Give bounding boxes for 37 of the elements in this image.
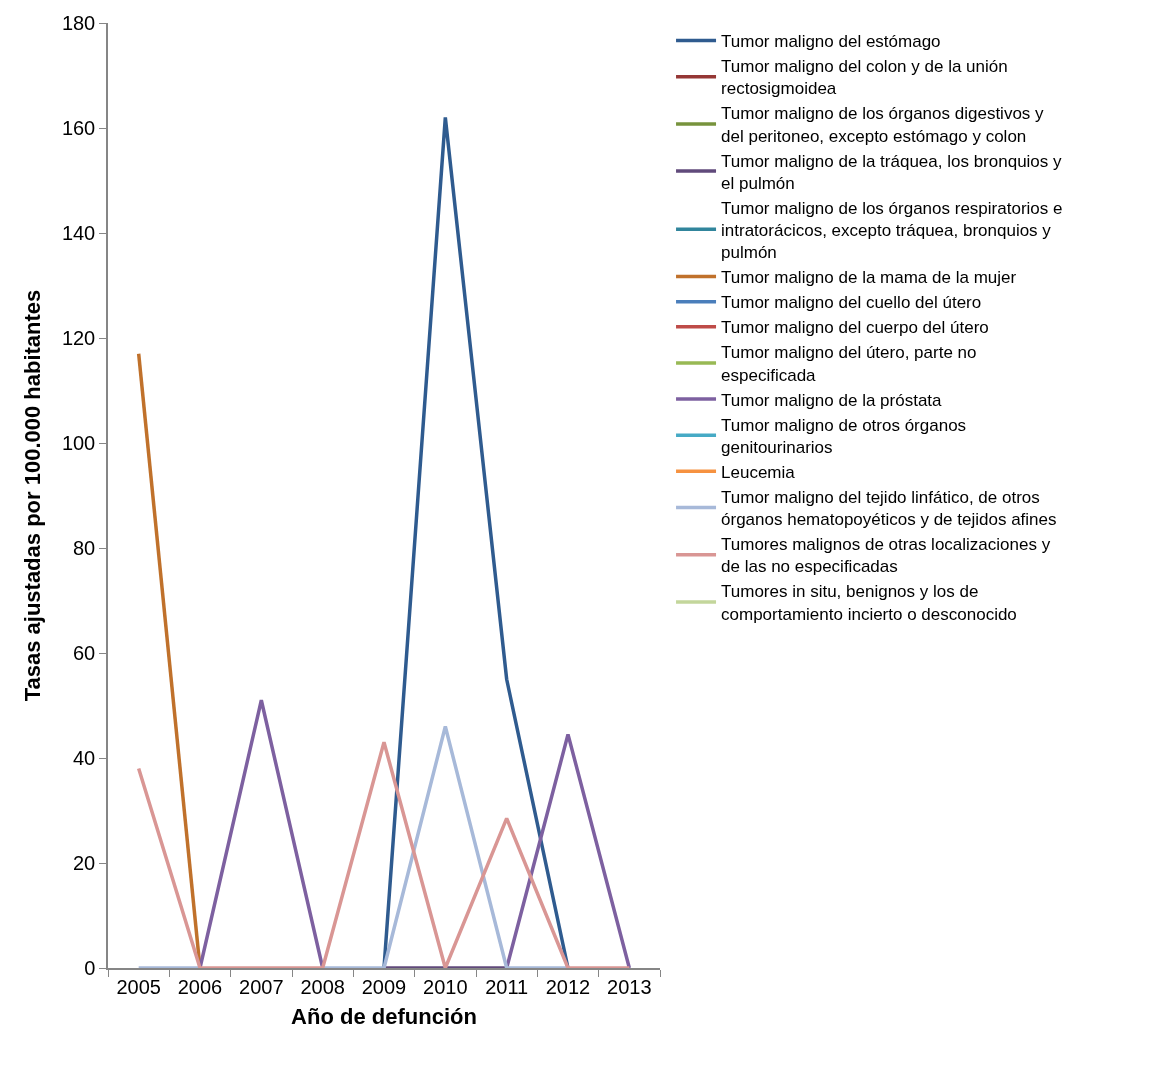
y-tick-label: 140 bbox=[61, 222, 96, 244]
x-tick-label: 2011 bbox=[485, 975, 529, 998]
legend-label: Tumores in situ, benignos y los de comportamiento incierto o desconocido bbox=[721, 582, 1017, 624]
legend-label: Tumor maligno del estómago bbox=[721, 32, 941, 52]
line-series bbox=[136, 740, 632, 968]
legend-label: Tumores malignos de otras localizaciones y de las no especificadas bbox=[721, 535, 1051, 577]
x-tick-label: 2008 bbox=[300, 975, 345, 998]
y-tick-label: 120 bbox=[61, 327, 96, 349]
legend-label: Tumor maligno del tejido linfático, de otros órganos hematopoyéticos y de tejidos afines bbox=[721, 488, 1057, 530]
legend-label: Tumor maligno de los órganos respiratorios e intratorácicos, excepto tráquea, bronquios y pulmón bbox=[721, 198, 1063, 263]
x-tick-label: 2005 bbox=[116, 975, 161, 998]
x-tick-label: 2012 bbox=[545, 975, 591, 998]
x-tick-label: 2013 bbox=[607, 975, 652, 998]
legend-label: Tumor maligno de la próstata bbox=[721, 390, 943, 410]
y-axis-title: Tasas ajustadas por 100.000 habitantes bbox=[20, 289, 46, 702]
x-tick-label: 2007 bbox=[239, 975, 284, 998]
legend-label: Tumor maligno del colon y de la unión rectosigmoidea bbox=[721, 57, 1008, 99]
x-tick-label: 2010 bbox=[423, 975, 468, 998]
y-tick-label: 180 bbox=[61, 12, 96, 34]
legend-label: Leucemia bbox=[721, 462, 796, 482]
y-tick-label: 80 bbox=[73, 537, 96, 559]
y-tick-label: 40 bbox=[73, 747, 96, 769]
y-tick-label: 0 bbox=[84, 957, 96, 979]
legend-label: Tumor maligno de otros órganos genitourinarios bbox=[721, 415, 967, 457]
legend-label: Tumor maligno del útero, parte no especificada bbox=[721, 343, 977, 385]
legend-label: Tumor maligno de los órganos digestivos y del peritoneo, excepto estómago y colon bbox=[721, 104, 1045, 146]
y-tick-label: 60 bbox=[73, 642, 96, 664]
x-tick-label: 2006 bbox=[177, 975, 223, 998]
legend-label: Tumor maligno del cuerpo del útero bbox=[721, 318, 989, 338]
legend-label: Tumor maligno de la tráquea, los bronquios y el pulmón bbox=[721, 151, 1063, 193]
y-tick-label: 20 bbox=[73, 852, 96, 874]
legend-label: Tumor maligno de la mama de la mujer bbox=[721, 268, 1017, 288]
x-axis-title: Año de defunción bbox=[291, 1004, 477, 1030]
y-tick-label: 160 bbox=[61, 117, 96, 139]
legend-label: Tumor maligno del cuello del útero bbox=[721, 293, 982, 313]
x-tick-label: 2009 bbox=[361, 975, 407, 998]
y-tick-label: 100 bbox=[61, 432, 96, 454]
